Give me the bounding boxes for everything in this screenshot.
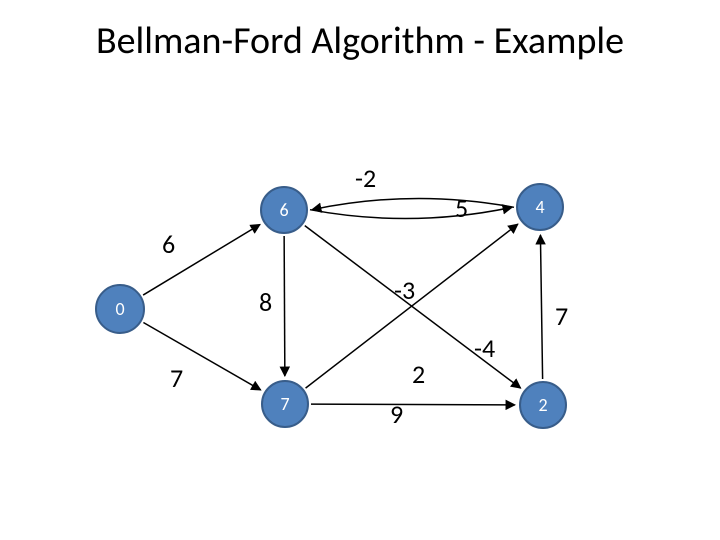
edge	[143, 322, 260, 390]
edge-label: 5	[455, 192, 468, 224]
edges-layer	[0, 0, 720, 540]
edge	[143, 224, 260, 295]
graph-node: 2	[519, 381, 567, 429]
edge-label: -4	[474, 332, 495, 364]
edge-label: 8	[259, 286, 272, 318]
graph-node: 0	[95, 284, 145, 334]
edge-label: 9	[390, 398, 403, 430]
graph-node: 4	[516, 183, 564, 231]
edge	[284, 236, 285, 376]
edge-label: 7	[170, 362, 183, 394]
edge	[540, 235, 542, 379]
edge	[310, 207, 512, 218]
edge-label: 7	[555, 300, 568, 332]
graph-node: 6	[260, 186, 308, 234]
edge-label: -3	[394, 274, 415, 306]
graph-diagram: 06472 675-28-4-3972	[0, 0, 720, 540]
edge-label: 2	[412, 358, 425, 390]
edge	[311, 404, 515, 405]
edge-label: 6	[162, 228, 175, 260]
edge-label: -2	[355, 162, 376, 194]
graph-node: 7	[261, 380, 309, 428]
edge	[312, 198, 514, 209]
